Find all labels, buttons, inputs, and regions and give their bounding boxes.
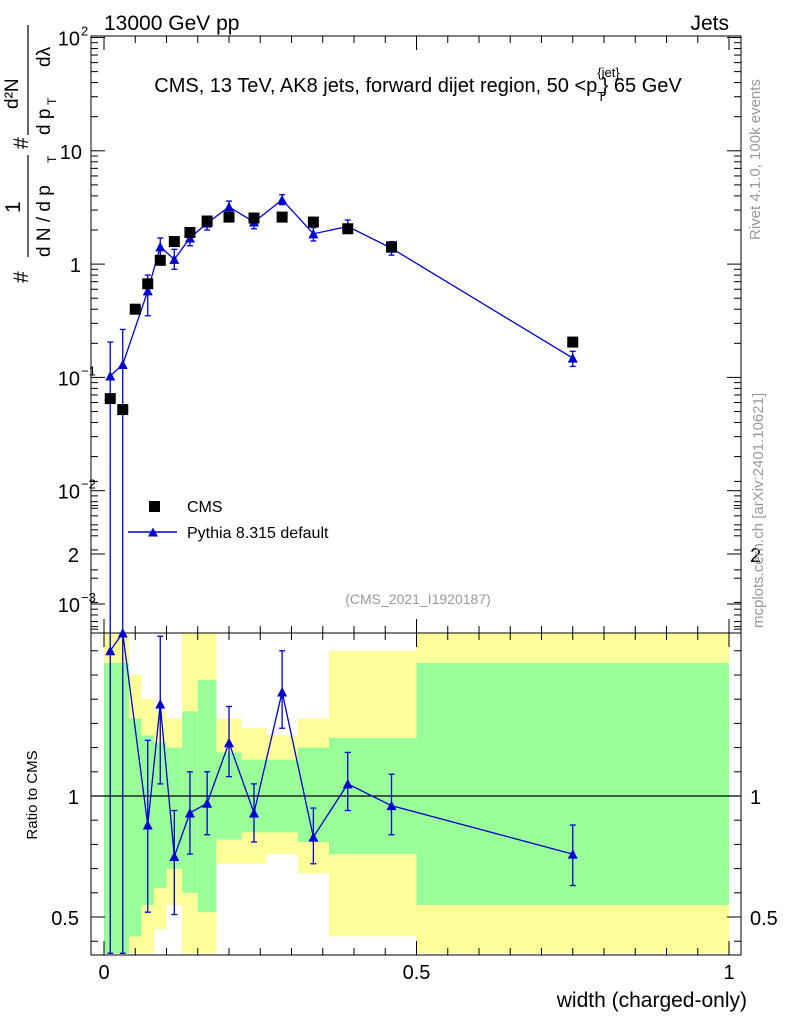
mc-point	[308, 228, 319, 239]
ylabel-dpt: d p	[34, 109, 55, 135]
title-tail: } 65 GeV	[602, 75, 683, 97]
y-tick-label: 1	[70, 255, 81, 277]
ratio-tick-label-right: 1	[750, 787, 761, 809]
y-tick-exponent: −3	[81, 590, 96, 605]
cms-point	[168, 236, 180, 248]
legend-cms-marker	[149, 501, 160, 512]
ratio-point	[155, 699, 166, 709]
mcplots-label: mcplots.cern.ch [arXiv:2401.10621]	[750, 393, 767, 628]
y-tick-exponent: 2	[81, 24, 88, 39]
mc-point	[105, 370, 116, 381]
ylabel-dlambda: dλ	[34, 46, 55, 67]
y-tick-label: 10	[58, 368, 80, 390]
mc-series-line	[109, 198, 574, 377]
ratio-point	[184, 807, 195, 818]
ratio-point	[117, 628, 128, 638]
mc-point	[155, 241, 166, 252]
cms-point	[248, 212, 260, 224]
ratio-point	[105, 645, 116, 656]
x-tick-label: 0.5	[403, 962, 431, 984]
legend-mc-label: Pythia 8.315 default	[187, 525, 329, 542]
ratio-point	[567, 849, 578, 859]
cms-point	[154, 254, 166, 266]
ratio-uncertainty-bands	[104, 633, 729, 954]
cms-point	[276, 211, 288, 223]
ylabel-numerator-one: 1	[2, 201, 25, 213]
main-frame	[90, 35, 742, 634]
ratio-point	[224, 737, 234, 748]
band-inner-4	[154, 742, 167, 888]
legend-mc-marker	[148, 527, 158, 537]
x-axis-label: width (charged-only)	[556, 989, 747, 1012]
ratio-point	[308, 832, 319, 842]
ratio-point	[342, 778, 353, 789]
x-tick-label: 1	[723, 962, 734, 984]
chart-title: CMS, 13 TeV, AK8 jets, forward dijet reg…	[154, 65, 682, 104]
cms-point	[142, 278, 154, 290]
cms-point	[386, 241, 397, 253]
y-axis-label: # 1 d N / d p T # d²N d p T dλ	[2, 25, 59, 283]
ratio-point	[202, 798, 213, 808]
ylabel-denominator: d N / d p	[34, 185, 55, 257]
header-right: Jets	[690, 12, 729, 35]
ylabel-hash-2: #	[10, 137, 33, 149]
ratio-point	[249, 807, 259, 818]
mc-point	[567, 353, 578, 363]
ylabel-denominator-sub: T	[45, 155, 59, 163]
cms-point	[307, 216, 319, 228]
ratio-axis-label: Ratio to CMS	[24, 750, 41, 839]
title-subscript: T	[597, 89, 605, 104]
x-tick-label: 0	[98, 962, 109, 984]
legend-cms-label: CMS	[187, 499, 223, 516]
ratio-tick-label-left: 0.5	[51, 908, 79, 930]
ratio-series-line	[109, 631, 573, 857]
ratio-tick-label-left: 1	[68, 787, 79, 809]
ratio-tick-label-left: 2	[68, 545, 79, 567]
rivet-version-label: Rivet 4.1.0, 100k events	[747, 79, 764, 240]
ratio-tick-label-right: 2	[750, 545, 761, 567]
y-tick-label: 10	[60, 142, 82, 164]
title-main: CMS, 13 TeV, AK8 jets, forward dijet reg…	[154, 75, 597, 97]
title-superscript: {jet}	[597, 65, 620, 80]
y-tick-exponent: −1	[81, 363, 96, 378]
cms-point	[223, 211, 235, 223]
cms-point	[184, 227, 196, 239]
ratio-point	[142, 820, 153, 830]
y-tick-exponent: −2	[81, 477, 96, 492]
ylabel-d2n: d²N	[2, 78, 23, 109]
data-marks	[104, 194, 579, 954]
y-tick-label: 10	[58, 29, 80, 51]
analysis-id: (CMS_2021_I1920187)	[345, 591, 491, 607]
y-tick-label: 10	[58, 482, 80, 504]
ratio-tick-label-right: 0.5	[750, 908, 778, 930]
mc-point	[142, 285, 153, 296]
ratio-point	[386, 800, 397, 811]
mc-point	[117, 359, 128, 369]
mc-point	[169, 254, 180, 264]
cms-point	[201, 215, 213, 227]
ylabel-dpt-sub: T	[45, 97, 59, 105]
cms-point	[117, 404, 129, 416]
y-tick-label: 10	[58, 595, 80, 617]
band-inner-5	[166, 747, 183, 869]
ylabel-hash-1: #	[10, 271, 33, 283]
cms-point	[567, 336, 579, 348]
cms-point	[104, 393, 116, 405]
ratio-point	[169, 851, 180, 861]
cms-point	[342, 223, 354, 235]
ratio-point	[277, 686, 288, 697]
band-inner-2	[129, 718, 142, 937]
legend: CMS Pythia 8.315 default	[128, 499, 329, 542]
header-left: 13000 GeV pp	[104, 12, 239, 35]
mc-point	[277, 194, 288, 205]
cms-point	[129, 303, 141, 315]
mc-point	[224, 201, 234, 212]
